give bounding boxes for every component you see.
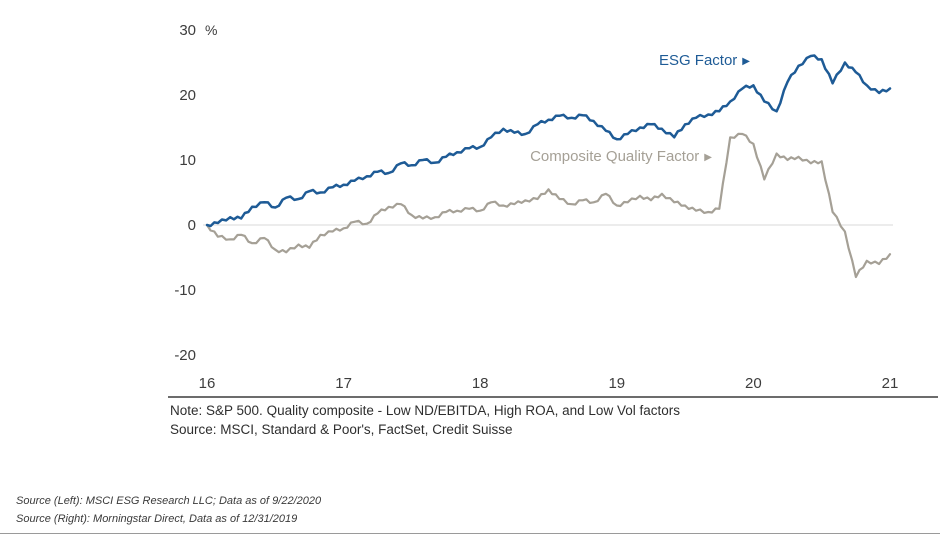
quality-factor-legend: Composite Quality Factor ▶ (530, 148, 712, 165)
bottom-divider (0, 533, 940, 534)
x-tick-label: 21 (882, 375, 899, 392)
y-tick-label: -20 (174, 347, 196, 364)
y-tick-label: 30 (179, 22, 196, 39)
y-tick-label: 0 (188, 217, 196, 234)
chart-source-line: Source: MSCI, Standard & Poor's, FactSet… (170, 422, 513, 437)
note-line: Note: S&P 500. Quality composite - Low N… (170, 403, 680, 418)
x-tick-label: 16 (199, 375, 216, 392)
esg-factor-legend: ESG Factor ▶ (659, 52, 750, 69)
x-tick-label: 18 (472, 375, 489, 392)
quality-factor-legend-label: Composite Quality Factor (530, 148, 700, 165)
legend-arrow-icon: ▶ (742, 56, 750, 67)
figure-sources: Source (Left): MSCI ESG Research LLC; Da… (16, 492, 321, 528)
source-right-line: Source (Right): Morningstar Direct, Data… (16, 513, 298, 525)
y-axis-unit-label: % (205, 22, 217, 38)
esg-factor-legend-label: ESG Factor (658, 52, 738, 69)
x-tick-label: 19 (608, 375, 625, 392)
quality-factor-line (205, 132, 892, 279)
y-tick-label: -10 (174, 282, 196, 299)
legend-arrow-icon: ▶ (704, 152, 712, 163)
source-left-line: Source (Left): MSCI ESG Research LLC; Da… (16, 495, 322, 507)
y-tick-label: 20 (179, 87, 196, 104)
x-tick-label: 20 (745, 375, 762, 392)
y-tick-label: 10 (179, 152, 196, 169)
x-tick-label: 17 (335, 375, 352, 392)
esg-factor-line (205, 54, 892, 228)
chart-footnote: Note: S&P 500. Quality composite - Low N… (170, 401, 680, 439)
